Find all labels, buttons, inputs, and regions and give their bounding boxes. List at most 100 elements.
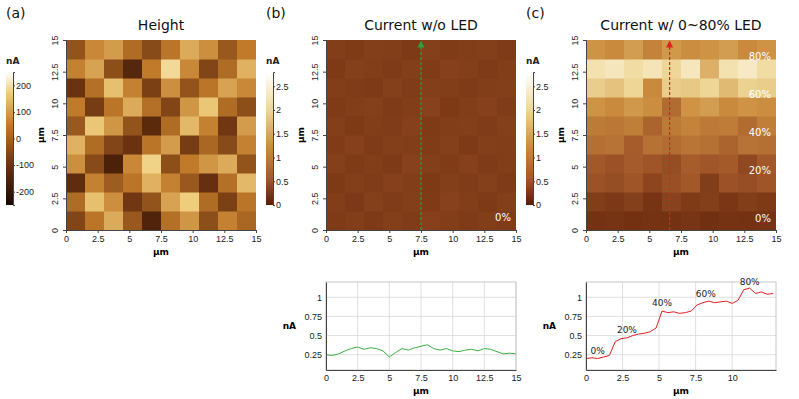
tick-label: 15: [511, 234, 521, 244]
tick: 200: [13, 81, 31, 91]
tick-mark: [273, 181, 275, 182]
tick-label: 7.5: [155, 234, 168, 244]
cell: [364, 78, 384, 98]
tick: 10: [570, 99, 586, 109]
cell: [345, 59, 365, 79]
cell: [237, 78, 256, 98]
tick: 0: [324, 230, 329, 244]
cell: [104, 154, 124, 174]
cell: [497, 78, 516, 98]
tick: 0: [324, 370, 329, 383]
tick: 7.5: [675, 230, 688, 244]
cell: [199, 154, 219, 174]
cell: [383, 59, 403, 79]
cell: [326, 59, 346, 79]
cell: [199, 135, 219, 155]
cell: [104, 40, 124, 60]
tick: 10: [188, 230, 198, 244]
cell: [586, 78, 606, 98]
tick: -200: [13, 187, 34, 197]
cell: [66, 40, 86, 60]
tick-label: 200: [16, 81, 31, 91]
tick: 2.5: [273, 82, 289, 92]
tick: 0: [570, 228, 586, 233]
tick: 0: [273, 200, 281, 210]
tick-mark: [161, 230, 162, 233]
cell: [605, 97, 625, 117]
cell: [142, 116, 162, 136]
cell: [402, 97, 422, 117]
tick: 1.5: [273, 129, 289, 139]
cell: [383, 154, 403, 174]
cell: [237, 173, 256, 193]
tick-mark: [323, 103, 326, 104]
cell: [421, 173, 441, 193]
cell: [402, 40, 422, 60]
cell: [237, 135, 256, 155]
cell: [85, 135, 105, 155]
cell: [218, 192, 238, 212]
tick-mark: [744, 230, 745, 233]
cell: [66, 173, 86, 193]
axis-title: μm: [36, 127, 46, 143]
tick: 2.5: [352, 370, 365, 383]
axis: 2.521.510.50: [273, 73, 289, 211]
tick-mark: [13, 139, 15, 140]
tick-mark: [273, 134, 275, 135]
cell: [237, 116, 256, 136]
cell: [345, 192, 365, 212]
tick-mark: [63, 72, 66, 73]
cell: [326, 116, 346, 136]
tick: 10: [50, 99, 66, 109]
cell: [237, 211, 256, 230]
cell: [161, 154, 181, 174]
cell: [497, 173, 516, 193]
cell: [383, 116, 403, 136]
cell: [161, 116, 181, 136]
cell: [605, 135, 625, 155]
tick-label: 0: [276, 200, 281, 210]
axis-title: nA: [543, 321, 556, 331]
tick: 2: [533, 105, 541, 115]
colorbar-label: nA: [6, 56, 19, 66]
plot-area: [66, 40, 256, 230]
cell: [719, 97, 739, 117]
tick: 2.5: [533, 82, 549, 92]
tick-mark: [484, 230, 485, 233]
tick: 0.5: [569, 331, 586, 341]
cell: [142, 192, 162, 212]
cell: [497, 97, 516, 117]
cell: [662, 78, 682, 98]
cell: [757, 192, 776, 212]
cell: [662, 40, 682, 60]
tick: 2.5: [352, 230, 365, 244]
tick: 15: [511, 370, 521, 383]
axis-line: [534, 73, 536, 206]
heatmap-panel: (b)Current w/o LED02.557.51012.51502.557…: [266, 5, 522, 257]
cell: [326, 40, 346, 60]
tick: 0: [13, 134, 21, 144]
cell: [719, 40, 739, 60]
cell: [123, 59, 143, 79]
cell: [440, 40, 460, 60]
tick: 10: [708, 230, 718, 244]
tick-label: 5: [310, 165, 320, 170]
cell: [383, 78, 403, 98]
tick-mark: [129, 230, 130, 233]
cell: [364, 59, 384, 79]
tick-label: 0.75: [304, 312, 322, 322]
tick-mark: [533, 86, 535, 87]
tick-label: 1.5: [276, 129, 289, 139]
tick-mark: [63, 135, 66, 136]
tick-mark: [583, 103, 586, 104]
cell: [85, 116, 105, 136]
cell: [180, 59, 200, 79]
tick: 12.5: [310, 63, 326, 81]
tick: 0: [533, 200, 541, 210]
cell: [497, 154, 516, 174]
cell: [326, 78, 346, 98]
tick-label: 7.5: [690, 373, 703, 383]
tick: 15: [310, 35, 326, 45]
cell: [66, 154, 86, 174]
cell: [605, 154, 625, 174]
